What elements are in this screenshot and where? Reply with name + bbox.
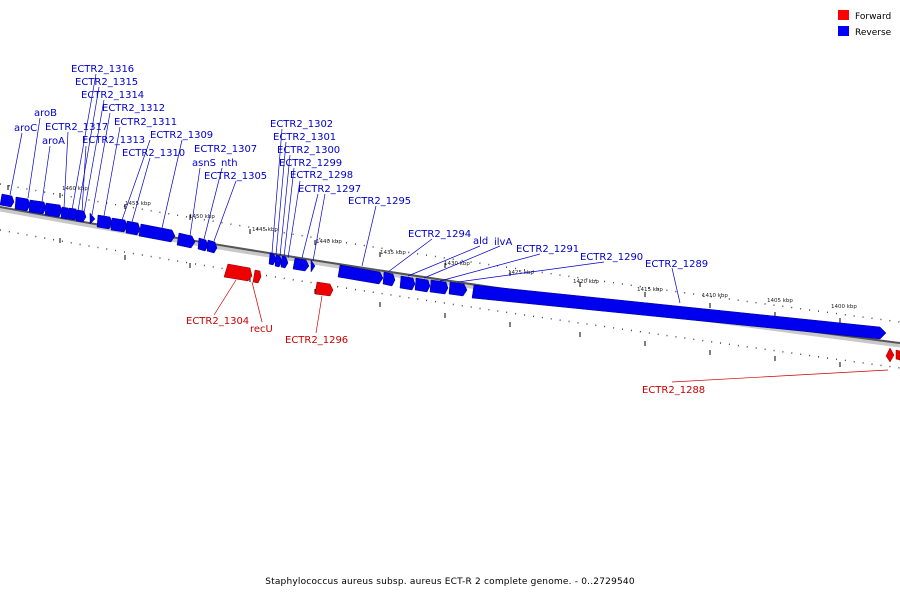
gene-label[interactable]: ECTR2_1294 bbox=[408, 229, 471, 240]
legend: Forward Reverse bbox=[838, 10, 892, 38]
legend-forward-swatch bbox=[838, 10, 849, 20]
gene-label[interactable]: ECTR2_1296 bbox=[285, 335, 348, 346]
gene-label[interactable]: ECTR2_1299 bbox=[279, 158, 342, 169]
gene-label[interactable]: ECTR2_1310 bbox=[122, 148, 185, 159]
gene-label[interactable]: ECTR2_1290 bbox=[580, 252, 643, 263]
gene-label[interactable]: nth bbox=[221, 158, 238, 169]
gene-arrow[interactable] bbox=[96, 214, 113, 230]
gene-arrow[interactable] bbox=[223, 263, 253, 282]
gene-arrow[interactable] bbox=[197, 237, 209, 252]
gene-label[interactable]: ECTR2_1300 bbox=[277, 145, 340, 156]
gene-arrow[interactable] bbox=[337, 264, 384, 285]
gene-label[interactable]: ECTR2_1315 bbox=[75, 77, 138, 88]
gene-label[interactable]: ECTR2_1302 bbox=[270, 119, 333, 130]
gene-arrow[interactable] bbox=[138, 223, 176, 243]
gene-arrow[interactable] bbox=[206, 239, 218, 254]
gene-label[interactable]: ECTR2_1305 bbox=[204, 171, 267, 182]
gene-arrow[interactable] bbox=[0, 193, 15, 208]
tick-label: 1445 kbp bbox=[252, 227, 278, 233]
tick-label: 1405 kbp bbox=[767, 298, 793, 304]
gene-arrow[interactable] bbox=[471, 284, 887, 340]
genome-caption: Staphylococcus aureus subsp. aureus ECT-… bbox=[265, 577, 635, 587]
tick-label: 1450 kbp bbox=[189, 214, 215, 220]
gene-label[interactable]: aroC bbox=[14, 123, 37, 134]
gene-arrow[interactable] bbox=[89, 212, 96, 225]
lower-tick-row bbox=[0, 229, 900, 369]
forward-genes bbox=[223, 263, 900, 363]
gene-label[interactable]: asnS bbox=[192, 158, 216, 169]
reverse-leaders bbox=[9, 73, 681, 304]
legend-forward-label: Forward bbox=[855, 12, 891, 22]
gene-label[interactable]: ECTR2_1304 bbox=[186, 316, 249, 327]
tick-label: 1415 kbp bbox=[637, 287, 663, 293]
gene-arrow[interactable] bbox=[14, 196, 31, 212]
gene-label[interactable]: ald bbox=[473, 236, 488, 247]
gene-arrow[interactable] bbox=[314, 281, 334, 297]
gene-label[interactable]: ECTR2_1312 bbox=[102, 103, 165, 114]
tick-label: 1410 kbp bbox=[702, 293, 728, 299]
tick-label: 1440 kbp bbox=[316, 239, 342, 245]
gene-arrow[interactable] bbox=[44, 202, 63, 218]
gene-label[interactable]: ECTR2_1298 bbox=[290, 170, 353, 181]
gene-arrow[interactable] bbox=[110, 217, 128, 233]
tick-label: 1460 kbp bbox=[62, 186, 88, 192]
gene-label[interactable]: aroA bbox=[42, 136, 65, 147]
reverse-gene-labels: ECTR2_1316 ECTR2_1315 ECTR2_1314 aroB EC… bbox=[14, 64, 708, 270]
gene-arrow[interactable] bbox=[414, 277, 431, 293]
gene-label[interactable]: ECTR2_1288 bbox=[642, 385, 705, 396]
gene-arrow[interactable] bbox=[310, 259, 316, 273]
gene-arrow[interactable] bbox=[399, 275, 416, 291]
tick-label: 1420 kbp bbox=[573, 279, 599, 285]
gene-label[interactable]: ECTR2_1317 bbox=[45, 122, 108, 133]
gene-label[interactable]: ECTR2_1295 bbox=[348, 196, 411, 207]
reverse-genes bbox=[0, 193, 887, 340]
gene-arrow[interactable] bbox=[895, 349, 900, 361]
gene-arrow[interactable] bbox=[885, 347, 895, 363]
gene-arrow[interactable] bbox=[382, 271, 396, 287]
gene-arrow[interactable] bbox=[448, 281, 468, 297]
gene-arrow[interactable] bbox=[125, 220, 141, 236]
gene-arrow[interactable] bbox=[176, 232, 196, 249]
legend-reverse-label: Reverse bbox=[855, 28, 892, 38]
gene-label[interactable]: ECTR2_1291 bbox=[516, 244, 579, 255]
gene-arrow[interactable] bbox=[268, 252, 277, 266]
tick-label: 1455 kbp bbox=[125, 201, 151, 207]
forward-leaders bbox=[213, 279, 889, 383]
gene-arrow[interactable] bbox=[28, 199, 47, 215]
gene-label[interactable]: ECTR2_1297 bbox=[298, 184, 361, 195]
gene-label[interactable]: ECTR2_1309 bbox=[150, 130, 213, 141]
tick-label: 1400 kbp bbox=[831, 304, 857, 310]
gene-label[interactable]: aroB bbox=[34, 108, 57, 119]
gene-label[interactable]: ECTR2_1289 bbox=[645, 259, 708, 270]
gene-label[interactable]: ECTR2_1313 bbox=[82, 135, 145, 146]
gene-label[interactable]: ECTR2_1307 bbox=[194, 144, 257, 155]
legend-reverse-swatch bbox=[838, 26, 849, 36]
gene-arrow[interactable] bbox=[75, 209, 87, 223]
gene-arrow[interactable] bbox=[280, 255, 289, 269]
upper-tick-row: 1460 kbp 1455 kbp 1450 kbp 1445 kbp 1440… bbox=[0, 183, 900, 323]
gene-arrow[interactable] bbox=[292, 257, 310, 272]
gene-arrow[interactable] bbox=[252, 269, 262, 284]
gene-label[interactable]: ECTR2_1314 bbox=[81, 90, 144, 101]
gene-arrow[interactable] bbox=[429, 279, 449, 295]
gene-arrow[interactable] bbox=[274, 254, 283, 268]
forward-gene-labels: ECTR2_1304 recU ECTR2_1296 ECTR2_1288 bbox=[186, 316, 705, 396]
gene-label[interactable]: ilvA bbox=[494, 237, 512, 248]
gene-label[interactable]: ECTR2_1316 bbox=[71, 64, 134, 75]
gene-label[interactable]: recU bbox=[250, 324, 273, 335]
tick-label: 1435 kbp bbox=[380, 250, 406, 256]
gene-label[interactable]: ECTR2_1301 bbox=[273, 132, 336, 143]
gene-label[interactable]: ECTR2_1311 bbox=[114, 117, 177, 128]
